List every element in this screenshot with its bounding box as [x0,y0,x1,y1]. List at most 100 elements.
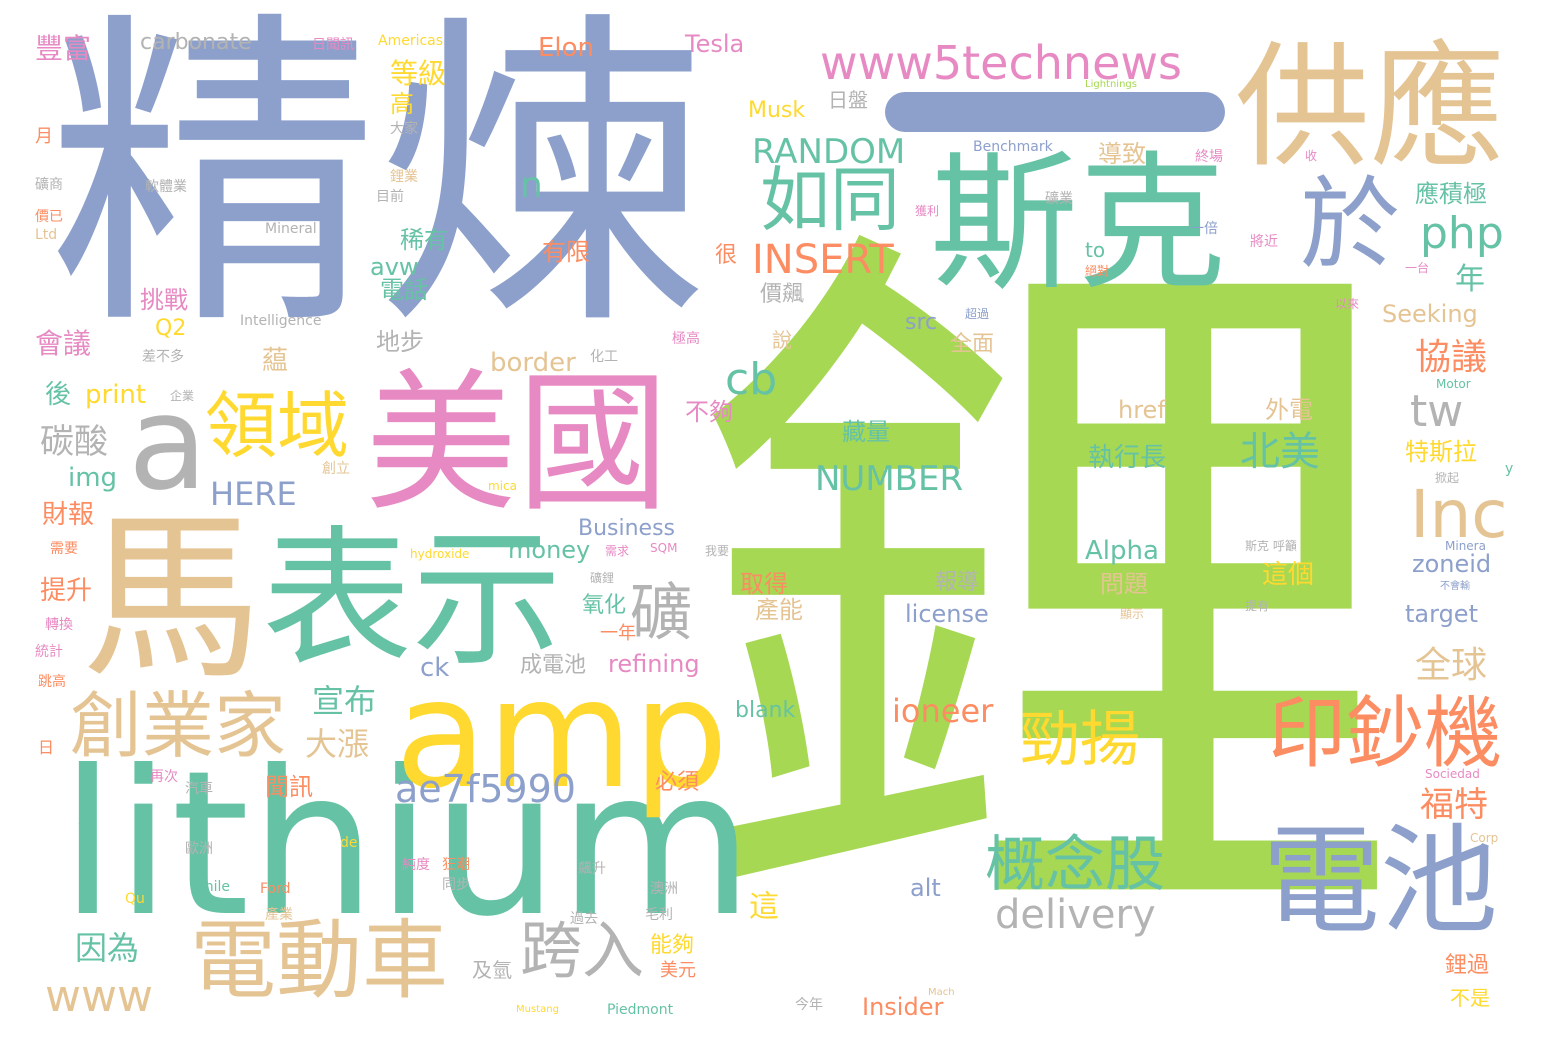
word-chaoguo: 超過 [965,307,990,321]
word-jiapiao: 價飆 [760,282,805,307]
word-tiaogao: 跳高 [38,674,66,690]
word-dianchi: 電池 [1262,812,1499,950]
word-xuyao: 需要 [50,541,78,557]
word-print: print [85,380,147,410]
word-lithium: lithium [60,728,754,961]
word-chundu: 純度 [402,857,430,873]
word-dibu: 地步 [376,328,424,356]
word-dian: 電動車 [190,911,448,1011]
word-dazhang: 大漲 [305,725,370,763]
word-zaici: 再次 [150,769,178,785]
word-dajia: 大家 [390,121,418,137]
word-bugou: 不夠 [685,398,733,426]
word-wenxun: 聞訊 [265,773,313,801]
word-chile: Chile [195,879,231,895]
word-www: www [45,971,153,1022]
word-yitai: 一台 [1405,261,1430,275]
word-business: Business [578,516,676,541]
word-sike: 斯克 [930,138,1226,310]
word-yin: 印鈔機 [1268,689,1503,779]
word-quanqiu: 全球 [1415,645,1488,686]
word-ripan: 日盤 [828,88,868,112]
word-seeking: Seeking [1382,300,1478,328]
word-chuangli: 創立 [322,461,350,477]
word-shuo: 說 [772,328,792,352]
word-intelligence: Intelligence [240,313,322,329]
word-piedmont: Piedmont [607,1002,674,1018]
word-yi-bar [885,92,1225,132]
word-cuan: 掀起 [1435,471,1460,485]
word-tongbu: 同步 [442,877,470,893]
word-jinnian: 今年 [795,997,823,1013]
word-lingyu: 領域 [205,384,350,468]
word-www5: www5technews [820,36,1182,90]
word-tesila: 特斯拉 [1405,438,1477,466]
word-kuangye: 礦業 [1045,191,1073,207]
word-kuang: 礦 [630,576,693,649]
word-ma: 馬 [82,495,263,704]
word-huagong: 化工 [590,349,618,365]
word-cb: cb [725,354,778,405]
word-meiguo: 美國 [365,355,669,532]
word-wenti: 問題 [1100,570,1148,598]
word-ioneer: ioneer [892,692,994,730]
word-money: money [508,536,591,564]
word-yinian: 一年 [600,623,636,644]
word-meiyuan: 美元 [660,960,696,981]
word-ri: 日 [38,738,55,757]
word-biaoshi: 表示 [262,513,563,687]
word-baodao: 報導 [935,570,980,595]
word-elon: Elon [538,33,595,63]
word-minera: Minera [1445,539,1486,553]
word-yingjiji: 應積極 [1415,180,1487,208]
word-mach: Mach [928,987,955,998]
word-y: y [1505,461,1514,477]
word-blank: blank [735,698,796,723]
word-zhe: 這 [743,890,778,920]
word-chuangye: 創業家 [70,684,287,768]
word-tesla: Tesla [685,30,745,58]
word-random: RANDOM [752,132,906,172]
word-caibao: 財報 [42,500,95,530]
word-qiye: 企業 [170,389,195,403]
word-hou: 後 [45,380,72,410]
word-jiqing: 及氫 [472,958,512,982]
word-qude: 取得 [740,570,788,598]
word-yilai: 以來 [1335,297,1360,311]
word-n: n [520,165,543,206]
word-insert: INSERT [752,237,894,283]
word-rijianxun: 日聞訊 [312,37,354,53]
word-xiaoli: 礦鋰 [590,571,615,585]
word-php: php [1420,208,1504,259]
word-li: 鋰 [690,176,1410,1014]
word-ruanti: 軟體業 [145,179,187,195]
word-tiyou: 提有 [1245,599,1270,613]
word-insider: Insider [862,993,944,1021]
word-license: license [905,600,989,628]
word-target: target [1405,600,1478,628]
word-benchmark: Benchmark [973,139,1053,155]
word-youxian: 有限 [542,238,590,266]
word-number: NUMBER [815,459,964,499]
word-jinyang: 勁揚 [1020,705,1140,775]
word-ruhe: 如同 [760,159,900,241]
word-daozhi: 導致 [1098,140,1146,168]
word-juedui: 絕對 [1085,264,1110,278]
word-delivery: delivery [995,892,1156,938]
word-aozhou: 澳洲 [650,881,678,897]
word-kuangchao: 狂潮 [442,857,470,873]
word-motor: Motor [1436,377,1471,391]
word-lieye: 鋰業 [390,169,418,185]
word-img: img [68,463,118,493]
word-ck: ck [420,653,450,683]
word-xianshi: 顯示 [1120,607,1145,621]
word-kuaru: 跨入 [520,914,645,987]
word-biaosheng: 飆升 [578,861,606,877]
word-bushi: 不是 [1450,986,1490,1010]
word-qiche: 汽車 [185,781,213,797]
word-inc: Inc [1410,476,1508,553]
word-jiangjin: 將近 [1250,234,1278,250]
word-ltd: Ltd [35,227,58,243]
word-mineral: Mineral [265,221,317,237]
word-sikehuxu: 斯克 呼籲 [1245,539,1297,553]
